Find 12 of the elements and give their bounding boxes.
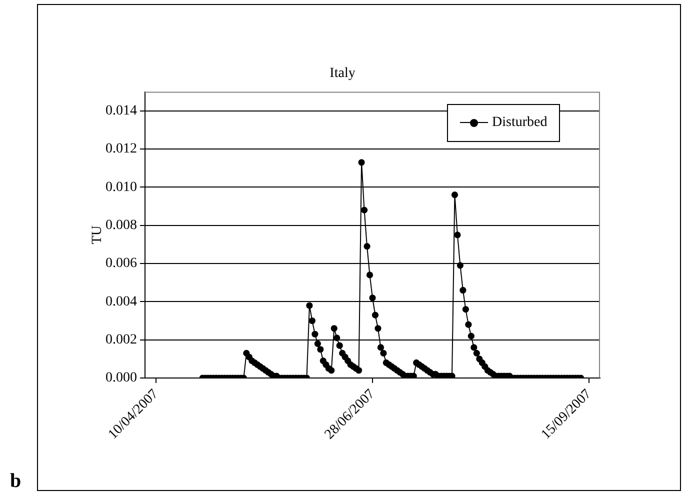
y-tick-label: 0.000 xyxy=(106,370,137,386)
legend-label: Disturbed xyxy=(492,114,548,131)
y-tick-label: 0.002 xyxy=(106,332,137,348)
y-tick-label: 0.008 xyxy=(106,218,137,234)
y-axis-title: TU xyxy=(90,226,106,244)
y-tick-label: 0.004 xyxy=(106,294,137,310)
y-tick-label: 0.006 xyxy=(106,256,137,272)
chart-title: Italy xyxy=(330,66,356,82)
y-tick-label: 0.012 xyxy=(106,142,137,157)
text: b xyxy=(10,470,22,493)
y-tick-label: 0.014 xyxy=(106,104,137,119)
y-tick-label: 0.010 xyxy=(106,180,137,195)
